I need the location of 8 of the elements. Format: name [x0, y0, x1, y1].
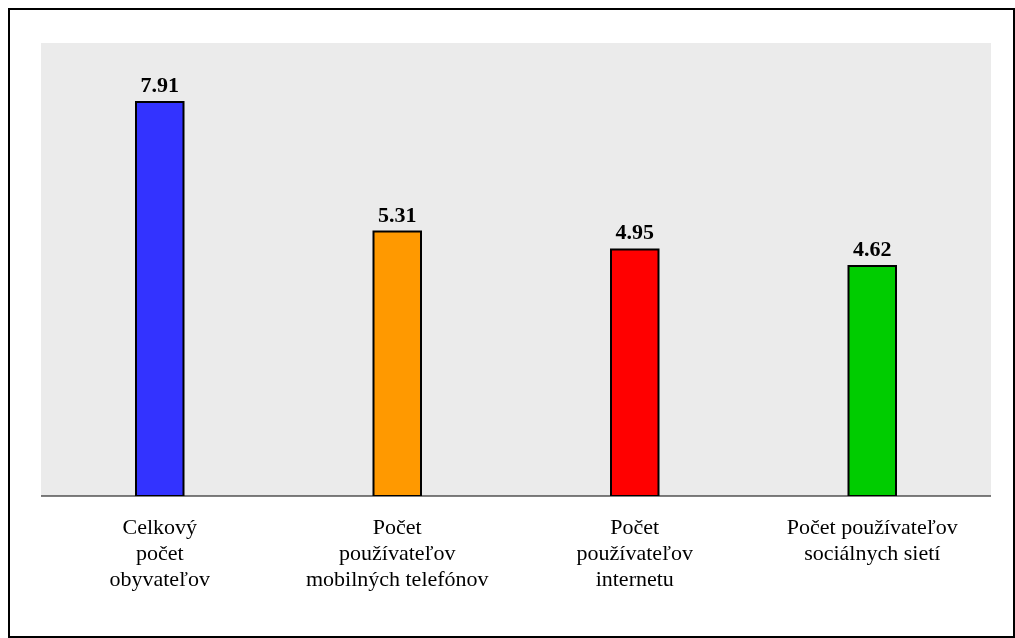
x-tick-label: Počet používateľov internetu — [576, 514, 693, 591]
x-tick-label: Celkový počet obyvateľov — [109, 514, 211, 591]
data-label: 7.91 — [140, 72, 179, 98]
data-label: 4.95 — [615, 219, 654, 245]
x-tick-label: Počet používateľov sociálnych sietí — [786, 514, 958, 565]
data-label: 4.62 — [853, 235, 892, 261]
x-tick-label: Počet používateľov mobilných telefónov — [305, 514, 489, 591]
data-label: 5.31 — [378, 201, 417, 227]
